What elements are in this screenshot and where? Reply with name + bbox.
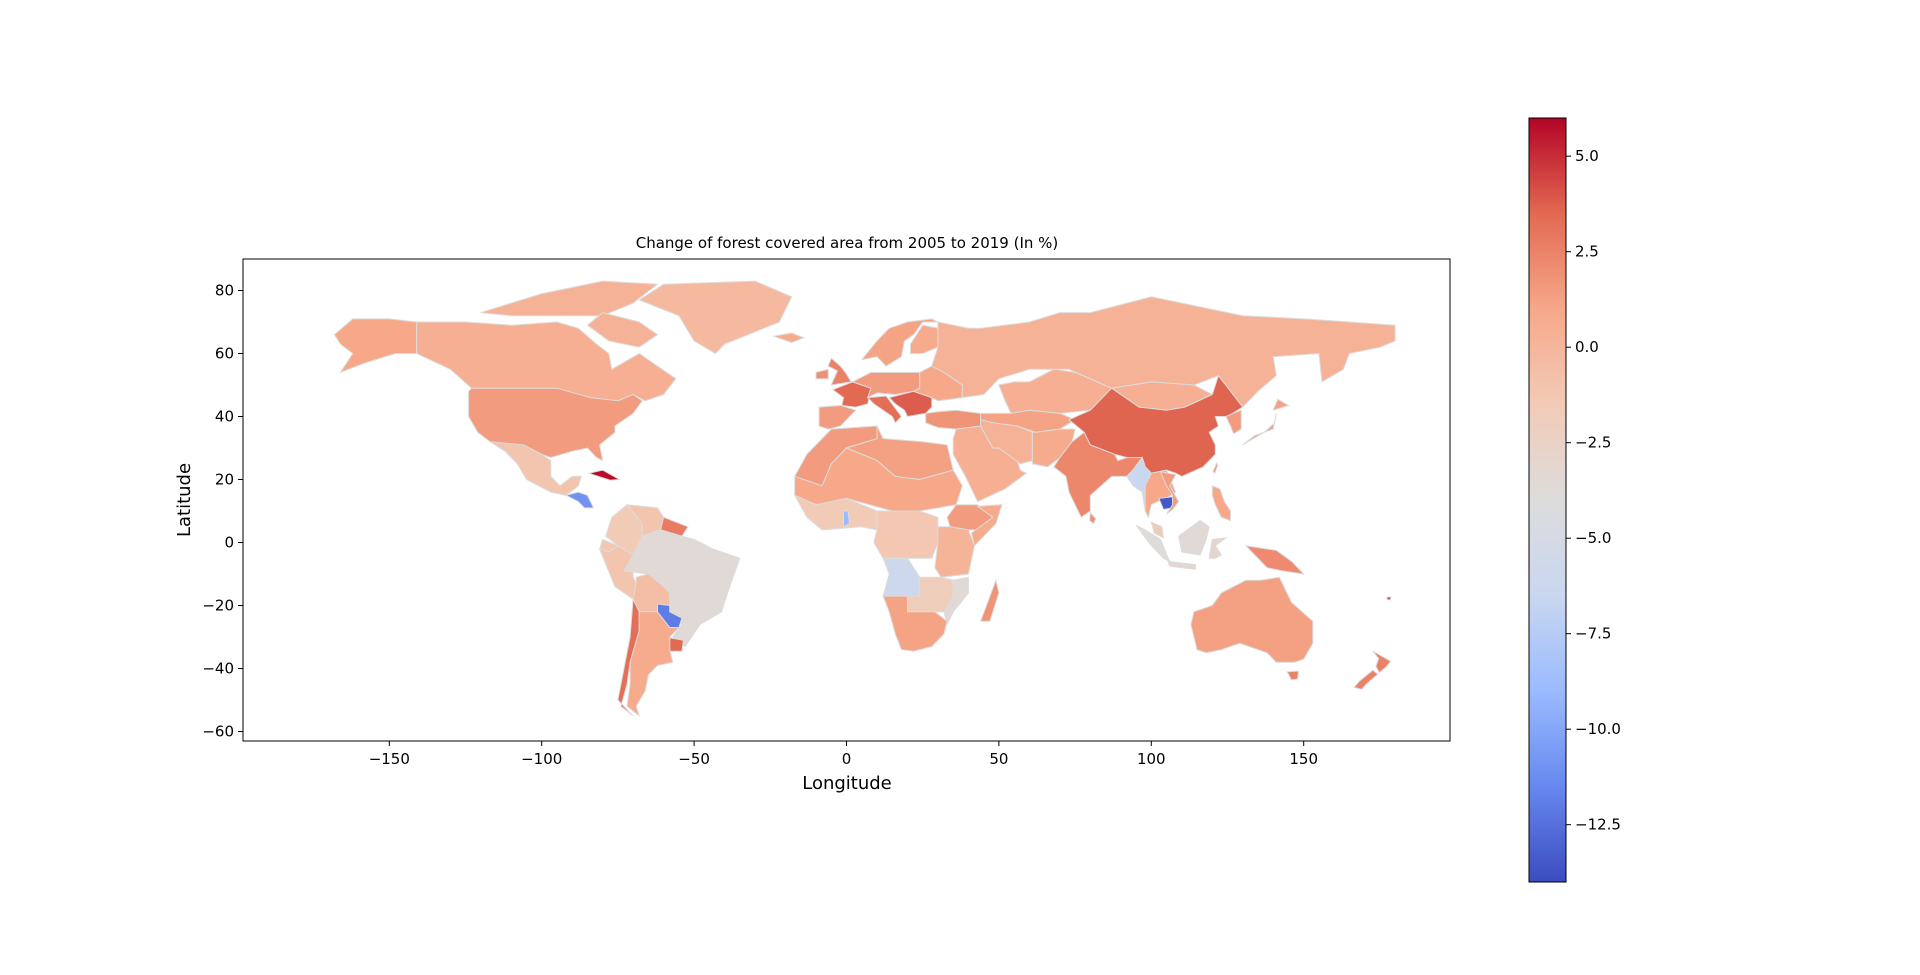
region-angola bbox=[882, 557, 921, 597]
region-south-africa bbox=[882, 595, 948, 652]
region-australia bbox=[1190, 576, 1314, 663]
x-tick-label: 0 bbox=[842, 750, 852, 768]
colorbar-ticks: 5.0 2.5 0.0 −2.5 −5.0 −7.5 −10.0 −12.5 bbox=[1566, 147, 1621, 834]
region-iceland bbox=[773, 332, 806, 344]
region-japan bbox=[1242, 413, 1277, 446]
region-ireland bbox=[815, 368, 829, 380]
region-southern-africa bbox=[907, 576, 954, 613]
region-russia bbox=[931, 296, 1396, 408]
region-iran bbox=[980, 419, 1033, 465]
region-sumatra bbox=[1135, 524, 1171, 563]
x-axis: −150 −100 −50 0 50 100 150 bbox=[369, 741, 1318, 768]
region-central-africa bbox=[873, 510, 939, 559]
region-scandinavia bbox=[860, 318, 939, 367]
region-turkey bbox=[925, 409, 982, 430]
x-tick-label: 50 bbox=[989, 750, 1008, 768]
chart-title: Change of forest covered area from 2005 … bbox=[636, 234, 1059, 252]
y-tick-label: −20 bbox=[202, 597, 234, 615]
region-fiji bbox=[1386, 596, 1392, 601]
region-mozambique bbox=[943, 576, 969, 626]
region-new-guinea bbox=[1244, 544, 1306, 575]
region-sulawesi bbox=[1208, 537, 1228, 559]
region-canadian-arctic-islands bbox=[480, 280, 659, 317]
region-madagascar bbox=[979, 578, 1000, 622]
map-regions bbox=[333, 280, 1396, 718]
region-alaska bbox=[333, 318, 418, 374]
region-eastern-africa bbox=[934, 526, 976, 578]
colorbar-tick-label: −5.0 bbox=[1575, 529, 1611, 547]
y-tick-label: −40 bbox=[202, 660, 234, 678]
region-new-zealand-north bbox=[1372, 650, 1392, 674]
colorbar-tick-label: 0.0 bbox=[1575, 338, 1599, 356]
x-axis-label: Longitude bbox=[802, 773, 892, 794]
region-borneo bbox=[1178, 519, 1210, 556]
region-hokkaido bbox=[1272, 398, 1290, 411]
region-baffin-island bbox=[586, 312, 659, 348]
region-tasmania bbox=[1286, 670, 1300, 681]
y-tick-label: 0 bbox=[224, 534, 234, 552]
region-taiwan bbox=[1212, 461, 1219, 475]
region-ghana bbox=[843, 510, 851, 528]
region-malaysia bbox=[1150, 521, 1165, 539]
region-italy bbox=[866, 395, 903, 424]
region-finland-and-baltics bbox=[910, 324, 939, 354]
region-korea bbox=[1225, 409, 1242, 435]
region-central-america bbox=[564, 491, 595, 509]
region-peru bbox=[598, 545, 637, 601]
colorbar-tick-label: −10.0 bbox=[1575, 720, 1621, 738]
region-cuba bbox=[587, 469, 622, 481]
x-tick-label: 150 bbox=[1289, 750, 1318, 768]
y-axis: −60 −40 −20 0 20 40 60 80 bbox=[202, 282, 243, 741]
colorbar-tick-label: −12.5 bbox=[1575, 816, 1621, 834]
x-tick-label: 100 bbox=[1137, 750, 1166, 768]
region-china bbox=[1068, 374, 1244, 477]
y-tick-label: 80 bbox=[215, 282, 234, 300]
x-tick-label: −150 bbox=[369, 750, 410, 768]
region-greenland bbox=[638, 280, 793, 355]
region-vietnam bbox=[1159, 470, 1180, 515]
region-iberia bbox=[818, 404, 857, 430]
region-java bbox=[1167, 560, 1196, 570]
colorbar-tick-label: −7.5 bbox=[1575, 625, 1611, 643]
y-tick-label: 20 bbox=[215, 471, 234, 489]
colorbar-tick-label: 5.0 bbox=[1575, 147, 1599, 165]
y-tick-label: 40 bbox=[215, 408, 234, 426]
region-uruguay bbox=[669, 637, 684, 652]
y-tick-label: 60 bbox=[215, 345, 234, 363]
region-mexico bbox=[489, 441, 582, 496]
colorbar bbox=[1528, 117, 1567, 883]
region-new-zealand-south bbox=[1353, 669, 1379, 690]
x-tick-label: −100 bbox=[521, 750, 562, 768]
region-sri-lanka bbox=[1089, 511, 1097, 525]
y-axis-label: Latitude bbox=[174, 463, 195, 537]
x-tick-label: −50 bbox=[678, 750, 710, 768]
region-united-kingdom bbox=[827, 357, 852, 386]
colorbar-tick-label: 2.5 bbox=[1575, 243, 1599, 261]
y-tick-label: −60 bbox=[202, 723, 234, 741]
colorbar-tick-label: −2.5 bbox=[1575, 434, 1611, 452]
region-philippines bbox=[1211, 485, 1231, 522]
region-argentina bbox=[626, 611, 681, 718]
